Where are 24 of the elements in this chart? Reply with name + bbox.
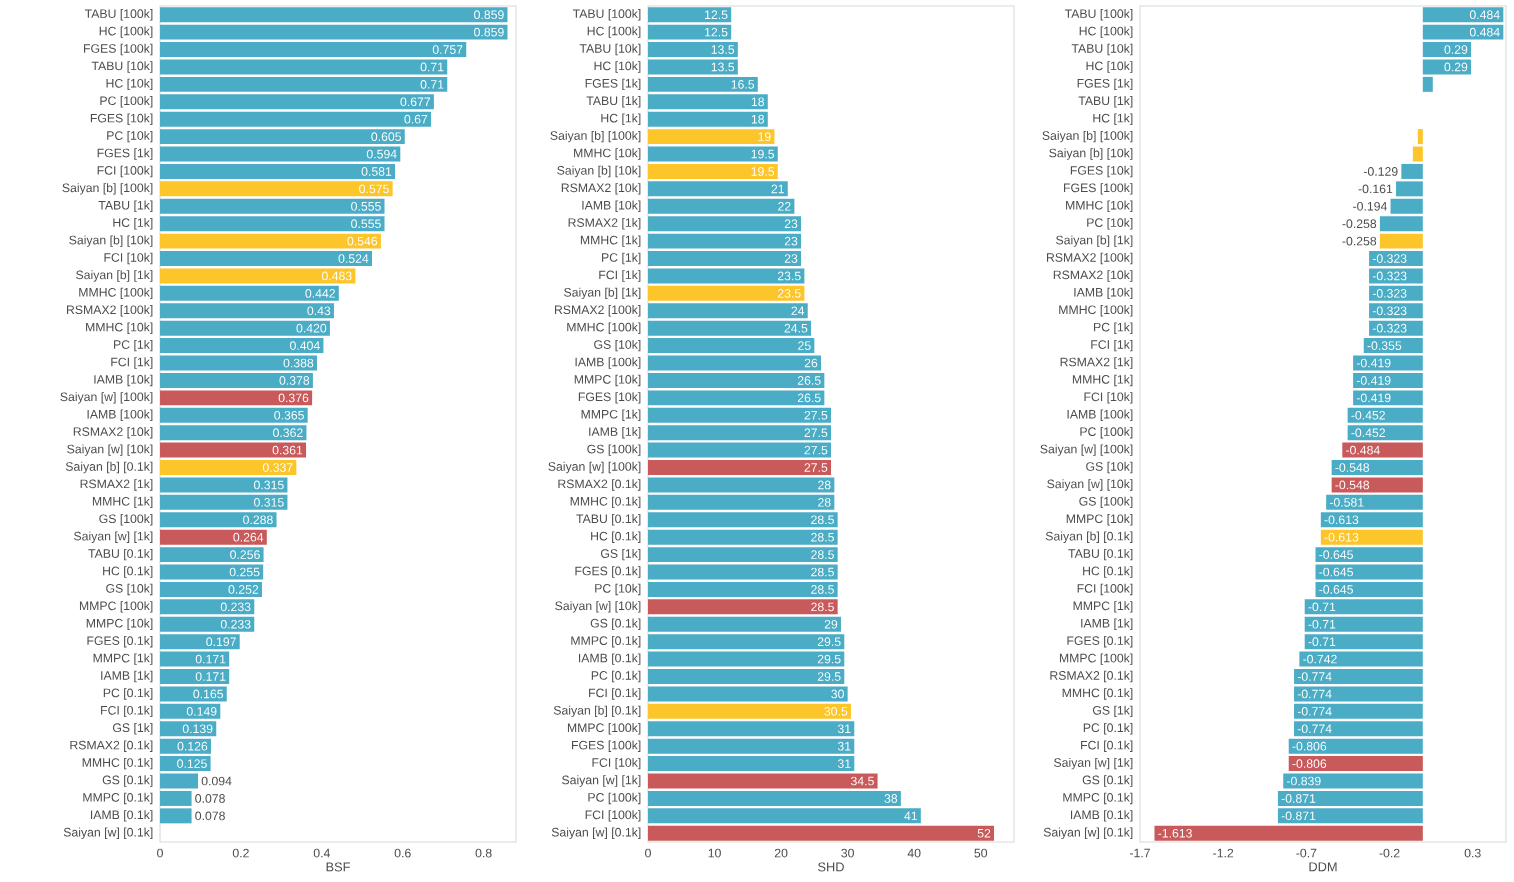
bar [648,129,775,145]
bar [160,181,393,197]
bar [648,703,851,719]
bar [1379,233,1423,249]
bar [160,442,307,458]
bar [1331,477,1423,493]
bar [160,268,356,284]
bar [160,390,313,406]
bar [160,529,267,545]
bar [648,146,778,162]
bar [1154,825,1423,841]
bar [160,251,372,267]
bar [648,285,805,301]
bar [1320,529,1423,545]
bar [648,599,838,615]
bar [648,460,831,476]
bar [1288,756,1423,772]
bar [160,460,297,476]
bar [1342,442,1423,458]
bar [648,825,995,841]
bar [160,233,381,249]
bar [648,773,878,789]
bar [1331,460,1423,476]
bar [648,163,778,179]
